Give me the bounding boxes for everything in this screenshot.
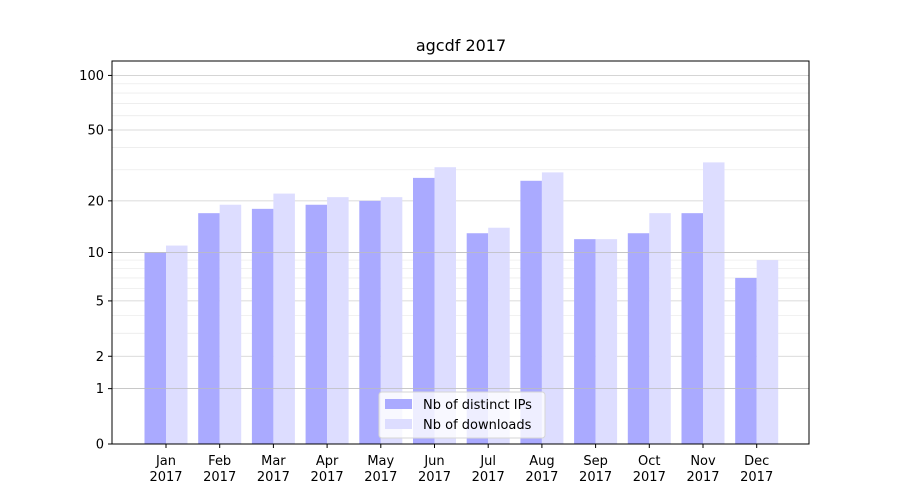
bar-downloads [434,167,456,444]
x-tick-label-year: 2017 [364,470,397,485]
x-tick-label-year: 2017 [633,470,666,485]
x-tick-label-year: 2017 [740,470,773,485]
bar-distinct-ips [574,239,596,444]
y-tick-label: 20 [87,194,104,209]
bars [144,162,779,445]
bar-downloads [273,193,295,444]
x-tick-label-month: Nov [690,454,716,469]
legend-swatch [385,399,412,409]
bar-distinct-ips [251,208,274,444]
x-tick-label-month: Feb [208,454,231,469]
bar-distinct-ips [627,233,650,444]
bar-downloads [219,204,242,444]
bar-distinct-ips [681,213,703,444]
x-tick-label-month: Sep [583,454,608,469]
bar-downloads [327,197,349,444]
bar-distinct-ips [413,177,435,445]
legend-swatch [385,419,412,429]
bar-distinct-ips [305,204,328,444]
bar-downloads [703,162,725,444]
bar-downloads [488,227,510,444]
x-tick-label-year: 2017 [311,470,344,485]
bar-downloads [649,213,671,444]
x-tick-label-month: Dec [744,454,769,469]
x-tick-label-year: 2017 [203,470,236,485]
bar-downloads [541,172,564,445]
x-tick-label-year: 2017 [418,470,451,485]
x-tick-label-month: Jun [423,454,444,469]
y-tick-label: 100 [79,69,104,84]
y-tick-label: 2 [96,350,104,365]
y-tick-label: 10 [87,246,104,261]
x-tick-label-year: 2017 [257,470,290,485]
bar-downloads [166,245,188,444]
x-tick-label-year: 2017 [579,470,612,485]
bar-distinct-ips [735,277,757,444]
bar-distinct-ips [520,180,542,444]
x-tick-label-month: Oct [638,454,660,469]
bar-downloads [595,239,618,444]
x-tick-label-month: Apr [316,454,339,469]
bar-downloads [380,197,403,444]
legend-label: Nb of downloads [423,418,532,433]
x-tick-label-month: Aug [529,454,554,469]
x-tick-label-year: 2017 [472,470,505,485]
y-tick-label: 1 [96,382,104,397]
x-tick-label-year: 2017 [686,470,719,485]
bar-distinct-ips [359,200,381,444]
x-tick-label-month: May [367,454,394,469]
x-tick-label-year: 2017 [525,470,558,485]
bar-distinct-ips [198,213,220,444]
bar-downloads [756,260,779,444]
legend-label: Nb of distinct IPs [423,398,532,413]
legend-box [378,391,546,439]
chart-title: agcdf 2017 [416,36,506,55]
axes: 0125102050100Jan2017Feb2017Mar2017Apr201… [79,60,810,485]
y-tick-label: 50 [87,123,104,138]
y-tick-label: 5 [96,294,104,309]
x-tick-label-month: Jul [479,454,496,469]
x-tick-label-year: 2017 [149,470,182,485]
x-tick-label-month: Jan [155,454,176,469]
legend: Nb of distinct IPs Nb of downloads [378,391,546,439]
bar-distinct-ips [144,252,166,444]
x-tick-label-month: Mar [261,454,286,469]
y-tick-label: 0 [96,438,104,453]
bar-distinct-ips [466,233,489,444]
